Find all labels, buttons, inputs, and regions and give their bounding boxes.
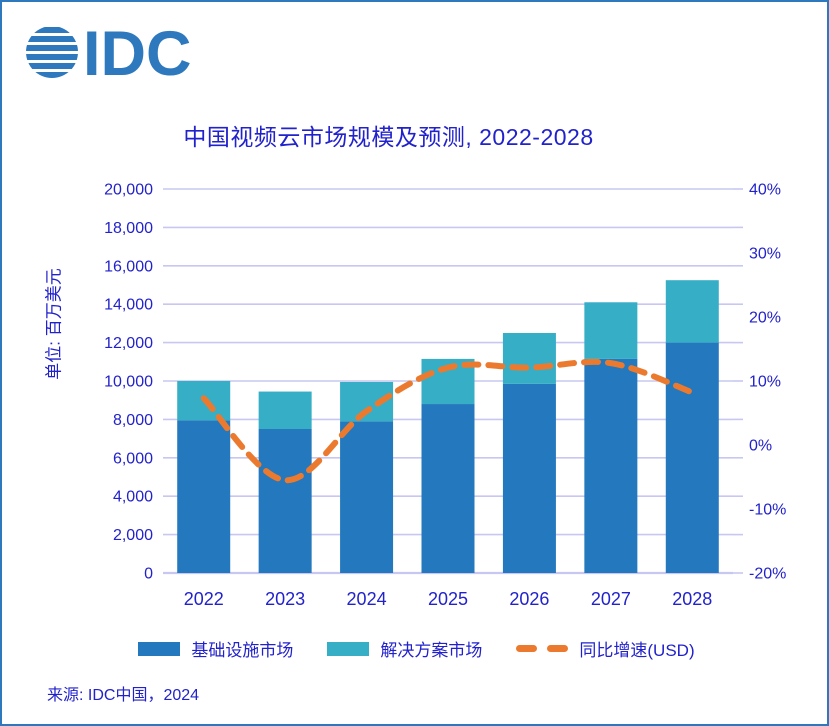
x-axis-year-label: 2022 xyxy=(184,589,224,609)
right-axis-tick-label: 0% xyxy=(749,438,772,455)
bar-infrastructure xyxy=(502,383,556,573)
x-axis-year-label: 2026 xyxy=(509,589,549,609)
left-axis-tick-label: 8,000 xyxy=(113,412,153,429)
x-axis-year-label: 2024 xyxy=(347,589,387,609)
bar-infrastructure xyxy=(421,404,475,573)
growth-line-swatch-icon xyxy=(516,645,569,652)
right-axis-tick-label: -20% xyxy=(749,566,786,583)
chart-plot-area: 0 2,000 4,000 6,000 8,000 10,000 12,000 14,000 1… xyxy=(104,182,786,610)
bar-infrastructure xyxy=(584,358,638,573)
left-axis-tick-label: 14,000 xyxy=(104,297,153,314)
left-axis-tick-label: 18,000 xyxy=(104,220,153,237)
left-axis-tick-label: 4,000 xyxy=(113,489,153,506)
bar-infrastructure xyxy=(258,429,312,573)
x-axis-year-label: 2023 xyxy=(265,589,305,609)
left-axis-tick-label: 2,000 xyxy=(113,527,153,544)
chart-legend: 基础设施市场 解决方案市场 同比增速(USD) xyxy=(2,636,827,661)
legend-label-growth: 同比增速(USD) xyxy=(579,641,695,660)
right-axis-tick-label: -10% xyxy=(749,502,786,519)
x-axis-year-label: 2025 xyxy=(428,589,468,609)
left-axis-tick-label: 16,000 xyxy=(104,258,153,275)
infrastructure-swatch-icon xyxy=(138,641,181,656)
growth-rate-line xyxy=(200,358,696,484)
right-axis-tick-label: 30% xyxy=(749,246,781,263)
chart-title: 中国视频云市场规模及预测, 2022-2028 xyxy=(183,124,594,150)
legend-label-solution: 解决方案市场 xyxy=(380,641,483,660)
legend-item-solution: 解决方案市场 xyxy=(327,636,482,661)
left-axis-tick-label: 12,000 xyxy=(104,335,153,352)
legend-item-growth: 同比增速(USD) xyxy=(516,636,695,661)
bar-infrastructure xyxy=(665,342,719,573)
source-note: 来源: IDC中国，2024 xyxy=(47,687,200,704)
legend-item-infrastructure: 基础设施市场 xyxy=(138,636,293,661)
solution-swatch-icon xyxy=(327,641,370,656)
left-axis-tick-label: 10,000 xyxy=(104,374,153,391)
right-axis-tick-label: 40% xyxy=(749,182,781,199)
bar-infrastructure xyxy=(340,421,394,573)
bar-infrastructure xyxy=(177,420,231,573)
idc-logo: IDC xyxy=(26,22,192,82)
legend-label-infrastructure: 基础设施市场 xyxy=(191,641,294,660)
x-axis-year-label: 2027 xyxy=(591,589,631,609)
bar-solution xyxy=(584,302,638,359)
bar-solution xyxy=(502,333,556,384)
bar-solution xyxy=(258,391,312,429)
idc-logo-text: IDC xyxy=(83,22,192,82)
left-axis-tick-label: 6,000 xyxy=(113,450,153,467)
bar-solution xyxy=(665,280,719,343)
left-axis-tick-label: 20,000 xyxy=(104,182,153,199)
right-axis-tick-label: 20% xyxy=(749,310,781,327)
x-axis-year-label: 2028 xyxy=(672,589,712,609)
left-axis-tick-label: 0 xyxy=(144,566,153,583)
idc-globe-icon xyxy=(26,26,78,78)
right-axis-tick-label: 10% xyxy=(749,374,781,391)
